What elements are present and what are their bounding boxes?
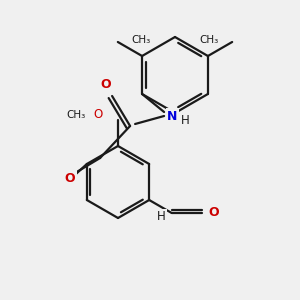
Text: CH₃: CH₃	[199, 35, 218, 45]
Text: N: N	[167, 110, 177, 122]
Text: O: O	[208, 206, 219, 220]
Text: CH₃: CH₃	[132, 35, 151, 45]
Text: O: O	[93, 109, 103, 122]
Text: H: H	[157, 211, 166, 224]
Text: O: O	[65, 172, 75, 184]
Text: H: H	[181, 115, 190, 128]
Text: CH₃: CH₃	[66, 110, 85, 120]
Text: O: O	[101, 77, 111, 91]
